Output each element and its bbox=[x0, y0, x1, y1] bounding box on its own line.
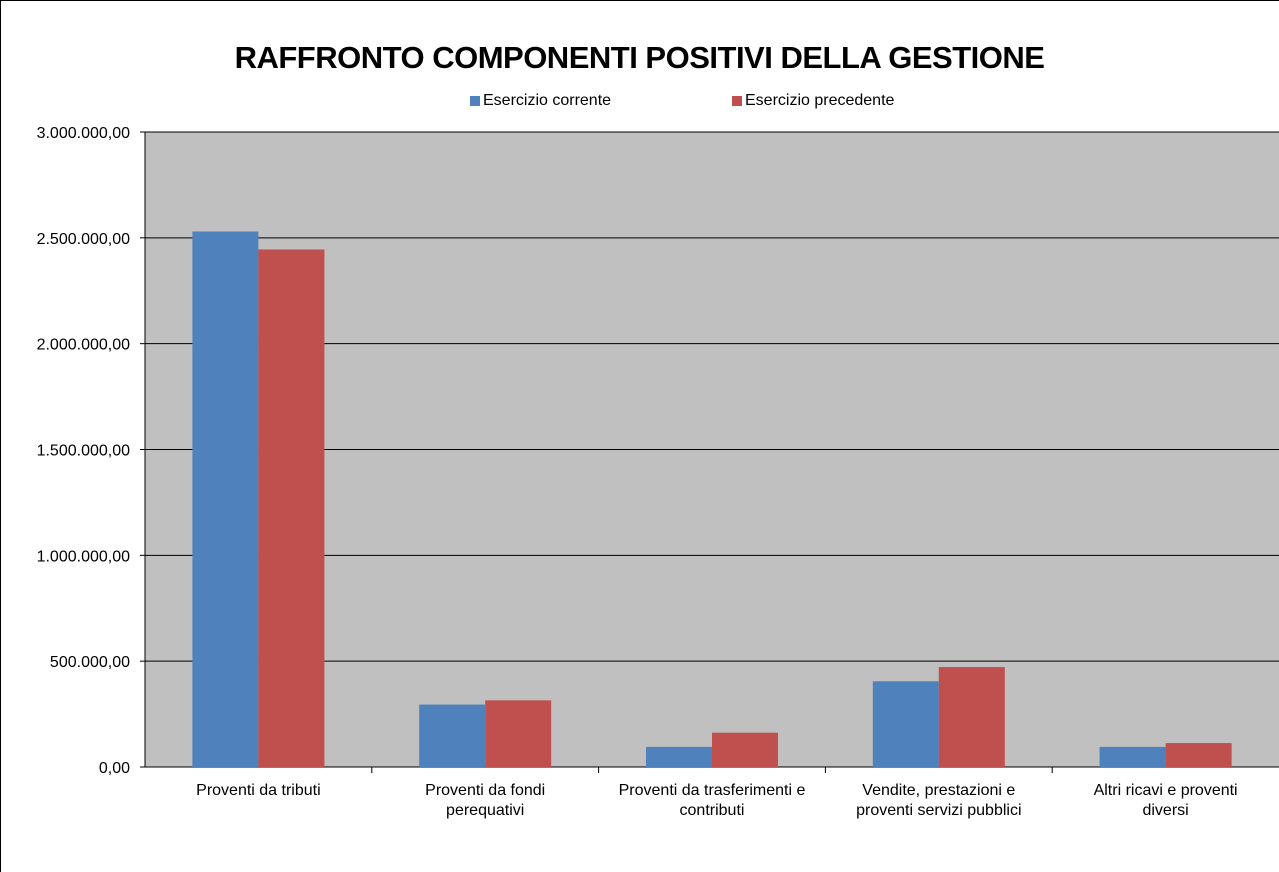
bar-series-2 bbox=[258, 249, 325, 768]
x-tick-label: contributi bbox=[680, 802, 745, 819]
x-tick-label: perequativi bbox=[446, 802, 524, 819]
x-tick-label: Proventi da tributi bbox=[196, 782, 321, 799]
chart-legend: Esercizio corrente Esercizio precedente bbox=[0, 92, 1279, 112]
bar-series-2 bbox=[712, 732, 778, 767]
y-tick-label: 1.000.000,00 bbox=[37, 548, 131, 565]
x-tick-label: Vendite, prestazioni e bbox=[862, 782, 1015, 799]
y-tick-label: 1.500.000,00 bbox=[37, 443, 131, 460]
legend-swatch-series-2 bbox=[732, 96, 742, 106]
bar-series-1 bbox=[192, 231, 259, 767]
x-tick-label: Proventi da trasferimenti e bbox=[619, 782, 806, 799]
bar-series-2 bbox=[485, 700, 552, 767]
x-tick-label: Altri ricavi e proventi bbox=[1094, 782, 1238, 799]
y-tick-label: 2.500.000,00 bbox=[37, 231, 131, 248]
y-tick-label: 0,00 bbox=[99, 760, 130, 777]
bar-series-1 bbox=[1099, 746, 1166, 767]
legend-swatch-series-1 bbox=[470, 96, 480, 106]
x-tick-label: Proventi da fondi bbox=[425, 782, 545, 799]
legend-label-series-2: Esercizio precedente bbox=[745, 92, 895, 109]
y-tick-label: 2.000.000,00 bbox=[37, 337, 131, 354]
chart-title: RAFFRONTO COMPONENTI POSITIVI DELLA GEST… bbox=[234, 40, 1045, 75]
x-tick-label: proventi servizi pubblici bbox=[856, 802, 1021, 819]
bar-series-1 bbox=[646, 746, 712, 767]
bar-series-1 bbox=[872, 681, 939, 767]
bar-series-1 bbox=[419, 704, 486, 767]
legend-item-series-2: Esercizio precedente bbox=[732, 92, 894, 110]
y-tick-label: 500.000,00 bbox=[50, 654, 130, 671]
bar-series-2 bbox=[938, 667, 1005, 767]
y-tick-label: 3.000.000,00 bbox=[37, 125, 131, 142]
x-tick-label: diversi bbox=[1142, 802, 1188, 819]
legend-item-series-1: Esercizio corrente bbox=[470, 92, 611, 110]
bar-series-2 bbox=[1165, 743, 1232, 767]
legend-label-series-1: Esercizio corrente bbox=[483, 92, 612, 109]
